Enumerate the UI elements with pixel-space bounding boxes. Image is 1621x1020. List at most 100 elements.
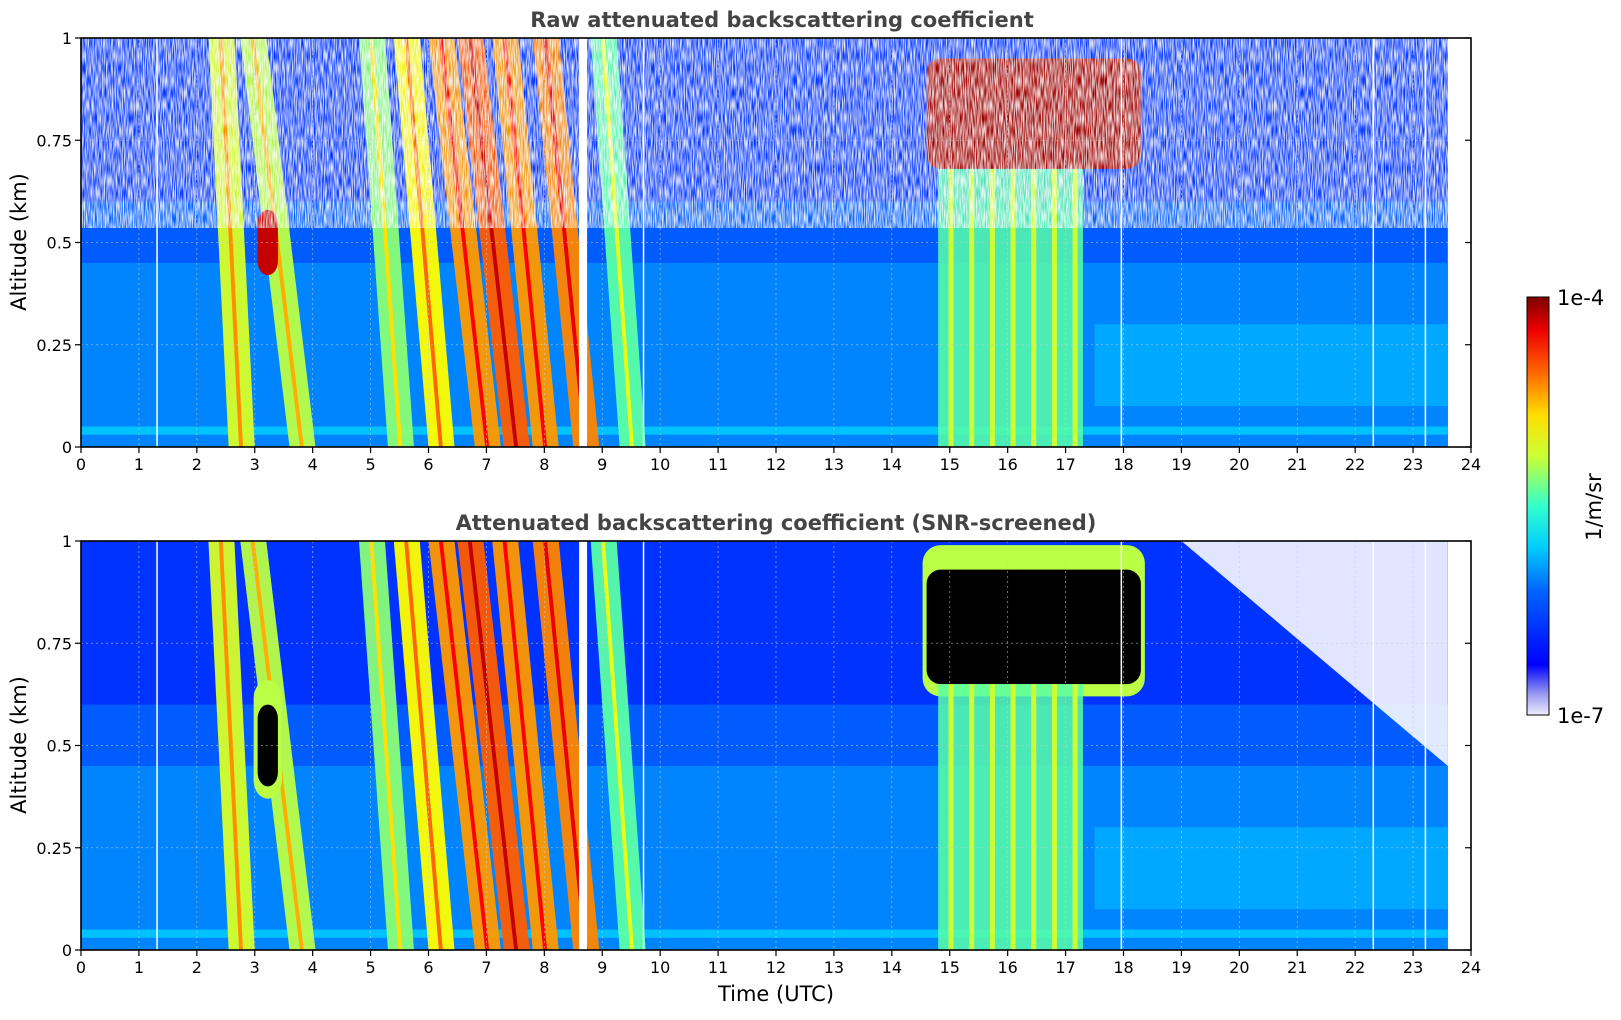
saturated-cloud bbox=[926, 569, 1141, 685]
y-axis-label: Altitude (km) bbox=[7, 676, 31, 814]
precipitation-streak bbox=[969, 684, 975, 950]
precipitation-streak bbox=[1072, 168, 1078, 447]
x-tick-label: 3 bbox=[250, 455, 260, 474]
data-gap bbox=[579, 541, 588, 950]
y-tick-label: 1 bbox=[62, 29, 72, 48]
screened-region bbox=[1181, 541, 1448, 766]
x-tick-label: 21 bbox=[1287, 455, 1307, 474]
x-tick-label: 17 bbox=[1055, 958, 1075, 977]
y-tick-label: 0 bbox=[62, 438, 72, 457]
precipitation-streak bbox=[1051, 684, 1057, 950]
near-surface-band bbox=[81, 426, 1448, 435]
x-tick-label: 1 bbox=[134, 958, 144, 977]
aerosol-layer bbox=[1094, 324, 1448, 407]
x-tick-label: 6 bbox=[423, 958, 433, 977]
data-gap bbox=[642, 541, 645, 950]
x-tick-label: 22 bbox=[1345, 958, 1365, 977]
colorbar-max-label: 1e-4 bbox=[1557, 286, 1604, 310]
x-tick-label: 6 bbox=[423, 455, 433, 474]
x-tick-label: 2 bbox=[192, 455, 202, 474]
x-tick-label: 12 bbox=[766, 958, 786, 977]
x-tick-label: 3 bbox=[250, 958, 260, 977]
aerosol-layer bbox=[1094, 827, 1448, 910]
y-tick-label: 0.75 bbox=[36, 131, 72, 150]
x-tick-label: 16 bbox=[997, 958, 1017, 977]
x-tick-label: 15 bbox=[940, 455, 960, 474]
precipitation-streak bbox=[1072, 684, 1078, 950]
fall-streak-core bbox=[502, 541, 548, 950]
data-gap bbox=[1424, 38, 1427, 447]
precipitation-streak bbox=[1031, 168, 1037, 447]
x-tick-label: 11 bbox=[708, 455, 728, 474]
x-tick-label: 19 bbox=[1171, 455, 1191, 474]
x-tick-label: 13 bbox=[824, 958, 844, 977]
y-axis-label: Altitude (km) bbox=[7, 173, 31, 311]
x-tick-label: 17 bbox=[1055, 455, 1075, 474]
near-surface-band bbox=[81, 929, 1448, 938]
x-tick-label: 2 bbox=[192, 958, 202, 977]
x-tick-label: 14 bbox=[882, 958, 902, 977]
panel-title: Raw attenuated backscattering coefficien… bbox=[530, 8, 1034, 32]
y-tick-label: 0.25 bbox=[36, 336, 72, 355]
x-axis-label: Time (UTC) bbox=[717, 982, 834, 1006]
x-tick-label: 8 bbox=[539, 455, 549, 474]
y-tick-label: 0.75 bbox=[36, 634, 72, 653]
x-tick-label: 0 bbox=[76, 958, 86, 977]
precipitation-streak bbox=[969, 168, 975, 447]
colorbar-unit-label: 1/m/sr bbox=[1582, 473, 1606, 541]
x-tick-label: 24 bbox=[1461, 958, 1481, 977]
x-tick-label: 18 bbox=[1113, 455, 1133, 474]
raw-backscatter-panel: Raw attenuated backscattering coefficien… bbox=[7, 8, 1481, 474]
x-tick-label: 12 bbox=[766, 455, 786, 474]
x-tick-label: 10 bbox=[650, 958, 670, 977]
x-tick-label: 13 bbox=[824, 455, 844, 474]
x-tick-label: 5 bbox=[365, 958, 375, 977]
data-gap bbox=[642, 38, 645, 447]
fall-streak-core bbox=[404, 541, 443, 950]
x-tick-label: 7 bbox=[481, 958, 491, 977]
x-tick-label: 19 bbox=[1171, 958, 1191, 977]
y-tick-label: 0.25 bbox=[36, 839, 72, 858]
precipitation-streak bbox=[948, 684, 954, 950]
y-tick-label: 0.5 bbox=[47, 234, 72, 253]
x-tick-label: 15 bbox=[940, 958, 960, 977]
x-tick-label: 11 bbox=[708, 958, 728, 977]
data-gap bbox=[1424, 541, 1427, 950]
colorbar: 1e-4 1e-7 1/m/sr bbox=[1526, 286, 1606, 728]
data-gap bbox=[579, 38, 588, 447]
x-tick-label: 18 bbox=[1113, 958, 1133, 977]
colorbar-min-label: 1e-7 bbox=[1557, 704, 1604, 728]
x-tick-label: 16 bbox=[997, 455, 1017, 474]
precipitation-streak bbox=[989, 684, 995, 950]
x-tick-label: 7 bbox=[481, 455, 491, 474]
x-tick-label: 1 bbox=[134, 455, 144, 474]
x-tick-label: 23 bbox=[1403, 958, 1423, 977]
y-tick-label: 0.5 bbox=[47, 737, 72, 756]
x-tick-label: 0 bbox=[76, 455, 86, 474]
x-tick-label: 8 bbox=[539, 958, 549, 977]
x-tick-label: 5 bbox=[365, 455, 375, 474]
precipitation-streak bbox=[1051, 168, 1057, 447]
x-tick-label: 24 bbox=[1461, 455, 1481, 474]
x-tick-label: 4 bbox=[308, 455, 318, 474]
noise-overlay bbox=[81, 38, 1448, 228]
x-tick-label: 20 bbox=[1229, 455, 1249, 474]
precipitation-streak bbox=[948, 168, 954, 447]
x-tick-label: 9 bbox=[597, 958, 607, 977]
x-tick-label: 9 bbox=[597, 455, 607, 474]
x-tick-label: 14 bbox=[882, 455, 902, 474]
snr-screened-backscatter-panel: Attenuated backscattering coefficient (S… bbox=[7, 511, 1481, 1006]
panel-title: Attenuated backscattering coefficient (S… bbox=[456, 511, 1097, 535]
x-tick-label: 10 bbox=[650, 455, 670, 474]
precipitation-streak bbox=[1010, 684, 1016, 950]
precipitation-streak bbox=[1010, 168, 1016, 447]
x-tick-label: 23 bbox=[1403, 455, 1423, 474]
x-tick-label: 22 bbox=[1345, 455, 1365, 474]
precipitation-streak bbox=[989, 168, 995, 447]
data-gap bbox=[1372, 38, 1375, 447]
y-tick-label: 0 bbox=[62, 941, 72, 960]
colorbar-gradient bbox=[1526, 296, 1550, 716]
precipitation-streak bbox=[1031, 684, 1037, 950]
x-tick-label: 21 bbox=[1287, 958, 1307, 977]
